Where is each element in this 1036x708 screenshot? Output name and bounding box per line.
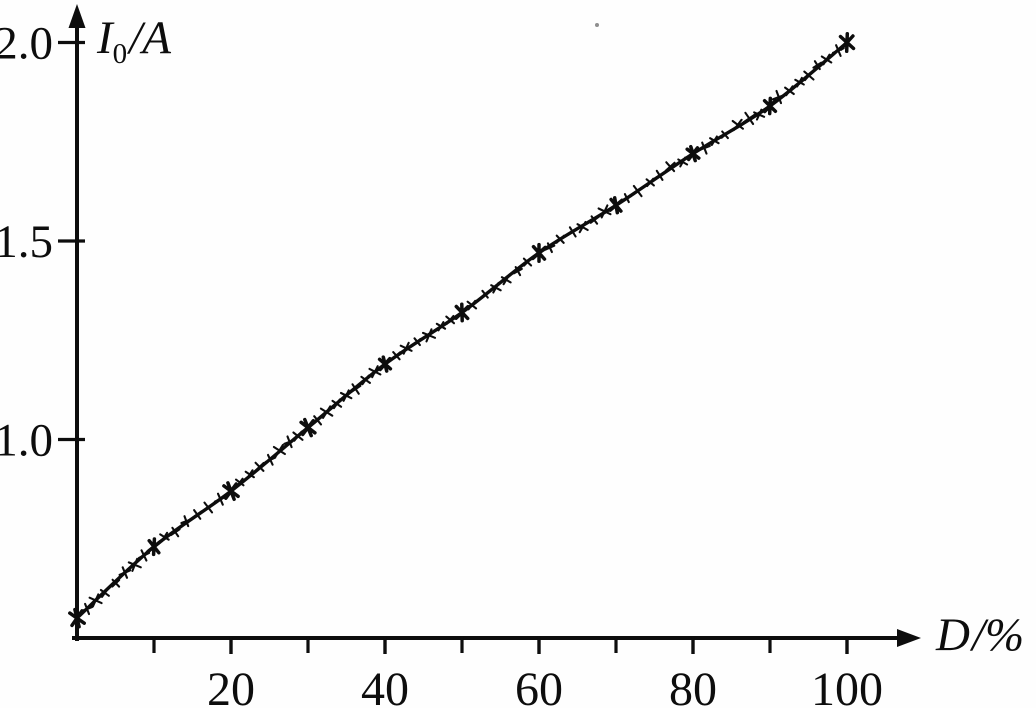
x-ticks-group: 20 40 60 80 100 <box>152 637 883 708</box>
x-axis-arrow-icon <box>897 629 921 647</box>
x-tick-label: 100 <box>811 663 883 708</box>
noise-x-marker <box>283 435 296 449</box>
data-point-marker <box>838 31 856 54</box>
noise-x-marker <box>159 531 170 543</box>
scan-speck <box>595 23 599 27</box>
data-point-marker <box>454 302 470 323</box>
noise-x-marker <box>697 141 711 155</box>
noise-x-marker <box>720 130 730 140</box>
noise-x-marker <box>111 578 121 588</box>
noise-x-marker <box>264 453 277 466</box>
noise-x-marker <box>127 557 142 572</box>
y-axis-label: I0/A <box>97 12 171 69</box>
noise-x-marker <box>170 526 181 538</box>
y-axis-subscript: 0 <box>112 38 128 70</box>
x-axis-label: D/% <box>936 612 1024 659</box>
noise-x-marker <box>645 177 655 188</box>
noise-x-marker <box>254 461 265 472</box>
data-point-marker <box>762 96 778 116</box>
noise-x-marker <box>435 321 447 332</box>
x-tick-label: 60 <box>515 663 563 708</box>
data-point-marker <box>685 144 701 163</box>
noise-x-marker <box>631 184 644 198</box>
noise-x-marker <box>597 204 612 219</box>
data-point-marker <box>222 481 240 502</box>
noise-x-marker <box>621 193 632 204</box>
noise-x-marker <box>803 69 815 82</box>
noise-x-marker <box>319 405 334 419</box>
data-point-marker <box>299 417 317 438</box>
noise-x-marker <box>88 593 103 608</box>
y-tick-label: 2.0 <box>0 18 53 70</box>
x-tick-label: 40 <box>361 663 409 708</box>
noise-x-marker <box>567 226 579 238</box>
noise-x-marker <box>589 215 600 225</box>
noise-x-marker <box>784 85 795 97</box>
noise-x-marker <box>709 135 720 147</box>
data-point-marker <box>377 355 393 373</box>
noise-x-marker <box>480 289 490 299</box>
data-point-marker <box>531 242 547 263</box>
noise-x-marker <box>292 430 304 442</box>
noise-x-marker <box>244 469 255 480</box>
data-point-marker <box>146 537 162 557</box>
x-tick-label: 80 <box>669 663 717 708</box>
data-markers-group <box>68 31 856 629</box>
noise-x-marker <box>331 398 343 410</box>
noise-x-marker <box>213 492 227 506</box>
noise-x-marker <box>512 266 523 277</box>
y-axis-unit: /A <box>129 12 171 64</box>
data-curve <box>75 40 849 620</box>
noise-x-marker <box>820 53 833 66</box>
data-point-marker <box>68 607 86 629</box>
x-axis-symbol: D <box>936 609 970 661</box>
noise-x-marker <box>399 341 413 355</box>
noise-x-marker <box>812 60 823 71</box>
noise-x-marker <box>234 477 245 488</box>
noise-x-marker <box>500 274 512 286</box>
noise-x-marker <box>731 118 744 132</box>
noise-x-marker <box>794 76 805 88</box>
data-point-marker <box>608 196 624 215</box>
noise-x-marker <box>349 383 362 395</box>
noise-x-marker <box>490 281 502 294</box>
noise-x-marker <box>677 156 689 168</box>
noise-x-marker <box>360 374 371 386</box>
noise-x-marker <box>466 299 478 311</box>
noise-x-marker <box>118 566 132 579</box>
noise-x-marker <box>421 328 437 343</box>
y-tick-label: 1.0 <box>0 415 53 467</box>
noise-x-marker <box>312 415 323 426</box>
noise-x-marker <box>391 351 402 361</box>
noise-x-marker <box>80 602 94 616</box>
noise-x-marker <box>412 337 422 347</box>
noise-x-marker <box>191 509 203 520</box>
noise-x-marker <box>544 242 556 254</box>
y-tick-label: 1.5 <box>0 216 53 268</box>
noise-x-marker <box>664 161 676 173</box>
x-tick-label: 20 <box>207 663 255 708</box>
noise-x-marker <box>576 220 589 234</box>
noise-x-marker <box>368 365 382 379</box>
noise-x-marker <box>137 549 151 562</box>
noise-x-marker <box>272 443 286 458</box>
noise-x-marker <box>339 389 353 402</box>
noise-x-marker <box>555 234 565 244</box>
noise-x-marker <box>742 111 756 126</box>
y-axis-arrow-icon <box>68 4 86 28</box>
noise-x-marker <box>202 501 215 514</box>
noise-x-marker <box>654 169 666 181</box>
x-axis-unit: /% <box>971 609 1025 661</box>
noise-x-marker <box>445 314 456 325</box>
noise-x-marker <box>771 89 786 105</box>
y-ticks-group: 1.0 1.5 2.0 <box>0 18 85 467</box>
noise-x-marker <box>180 515 193 528</box>
noise-x-marker <box>522 257 533 267</box>
noise-x-marker <box>99 587 110 598</box>
noise-x-marker <box>753 108 766 121</box>
y-axis-symbol: I <box>97 12 113 64</box>
